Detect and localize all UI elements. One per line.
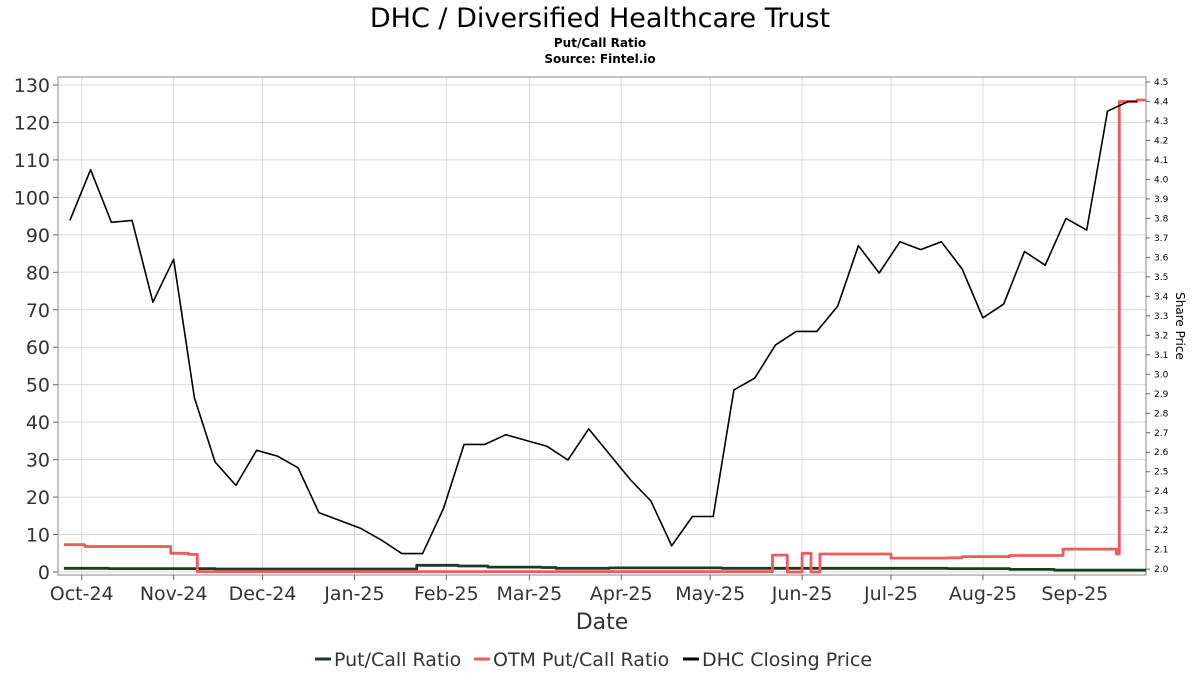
right-tick-label: 2.3 bbox=[1154, 507, 1168, 517]
left-tick-label: 70 bbox=[26, 300, 50, 322]
right-axis-label: Share Price bbox=[1173, 292, 1187, 360]
left-tick-label: 110 bbox=[14, 150, 50, 172]
x-tick-label: May-25 bbox=[675, 583, 745, 605]
x-tick-label: Jun-25 bbox=[771, 583, 833, 605]
right-tick-label: 4.5 bbox=[1154, 78, 1168, 88]
chart-subtitle: Put/Call Ratio bbox=[554, 36, 646, 50]
right-tick-label: 3.1 bbox=[1154, 351, 1168, 361]
x-tick-label: Oct-24 bbox=[50, 583, 114, 605]
right-tick-label: 2.9 bbox=[1154, 390, 1169, 400]
legend-label-put-call-ratio: Put/Call Ratio bbox=[334, 649, 461, 671]
right-tick-label: 2.4 bbox=[1154, 487, 1169, 497]
right-axis-ticks: 2.0 2.1 2.2 2.3 2.4 2.5 2.6 2.7 2.8 2.9 3.0 3.1 3.2 3… bbox=[1146, 78, 1169, 575]
chart-title: DHC / Diversified Healthcare Trust bbox=[370, 3, 830, 34]
series-line-put-call-ratio bbox=[63, 563, 1146, 572]
right-tick-label: 3.5 bbox=[1154, 273, 1168, 283]
right-tick-label: 2.0 bbox=[1154, 565, 1169, 575]
right-tick-label: 3.6 bbox=[1154, 253, 1169, 263]
right-tick-label: 2.2 bbox=[1154, 526, 1168, 536]
x-axis-ticks: Oct-24 Nov-24 Dec-24 Jan-25 Feb-25 Mar-25 Apr-… bbox=[50, 575, 1108, 605]
right-tick-label: 4.1 bbox=[1154, 156, 1168, 166]
right-tick-label: 2.7 bbox=[1154, 429, 1168, 439]
left-tick-label: 60 bbox=[26, 337, 50, 359]
x-tick-label: Mar-25 bbox=[497, 583, 563, 605]
left-tick-label: 50 bbox=[26, 375, 50, 397]
left-tick-label: 40 bbox=[26, 412, 50, 434]
right-tick-label: 4.0 bbox=[1154, 175, 1169, 185]
right-tick-label: 3.0 bbox=[1154, 370, 1169, 380]
x-tick-label: Sep-25 bbox=[1041, 583, 1108, 605]
left-tick-label: 100 bbox=[14, 187, 50, 209]
left-tick-label: 30 bbox=[26, 450, 50, 472]
chart-source: Source: Fintel.io bbox=[544, 52, 655, 66]
x-tick-label: Jan-25 bbox=[323, 583, 384, 605]
x-tick-label: Apr-25 bbox=[590, 583, 653, 605]
right-tick-label: 4.4 bbox=[1154, 97, 1169, 107]
plot-frame bbox=[57, 76, 1147, 576]
left-tick-label: 0 bbox=[38, 562, 50, 584]
left-tick-label: 120 bbox=[14, 112, 50, 134]
right-tick-label: 2.5 bbox=[1154, 468, 1168, 478]
x-tick-label: Dec-24 bbox=[229, 583, 297, 605]
left-tick-label: 90 bbox=[26, 225, 50, 247]
x-tick-label: Nov-24 bbox=[140, 583, 208, 605]
x-tick-label: Jul-25 bbox=[863, 583, 918, 605]
right-tick-label: 4.2 bbox=[1154, 136, 1168, 146]
legend: Put/Call Ratio OTM Put/Call Ratio DHC Clos… bbox=[315, 649, 872, 671]
right-tick-label: 3.2 bbox=[1154, 331, 1168, 341]
left-tick-label: 10 bbox=[26, 525, 50, 547]
x-axis-label: Date bbox=[576, 610, 629, 635]
right-tick-label: 2.8 bbox=[1154, 409, 1169, 419]
right-tick-label: 3.3 bbox=[1154, 312, 1168, 322]
left-tick-label: 130 bbox=[14, 75, 50, 97]
legend-label-otm-put-call-ratio: OTM Put/Call Ratio bbox=[493, 649, 669, 671]
x-tick-label: Aug-25 bbox=[949, 583, 1017, 605]
right-tick-label: 3.7 bbox=[1154, 234, 1168, 244]
x-tick-label: Feb-25 bbox=[414, 583, 479, 605]
legend-label-dhc-closing-price: DHC Closing Price bbox=[702, 649, 872, 671]
left-axis-ticks: 0 10 20 30 40 50 60 70 80 90 100 110 120 130 bbox=[14, 75, 58, 584]
right-tick-label: 4.3 bbox=[1154, 117, 1168, 127]
gridlines bbox=[58, 77, 1146, 575]
series-layer bbox=[63, 98, 1146, 574]
series-line-dhc-closing-price bbox=[69, 100, 1138, 555]
right-tick-label: 2.6 bbox=[1154, 448, 1169, 458]
right-tick-label: 2.1 bbox=[1154, 546, 1168, 556]
right-tick-label: 3.8 bbox=[1154, 214, 1169, 224]
right-tick-label: 3.9 bbox=[1154, 195, 1169, 205]
left-tick-label: 80 bbox=[26, 262, 50, 284]
series-line-otm-put-call-ratio bbox=[63, 98, 1146, 574]
left-tick-label: 20 bbox=[26, 487, 50, 509]
right-tick-label: 3.4 bbox=[1154, 292, 1169, 302]
